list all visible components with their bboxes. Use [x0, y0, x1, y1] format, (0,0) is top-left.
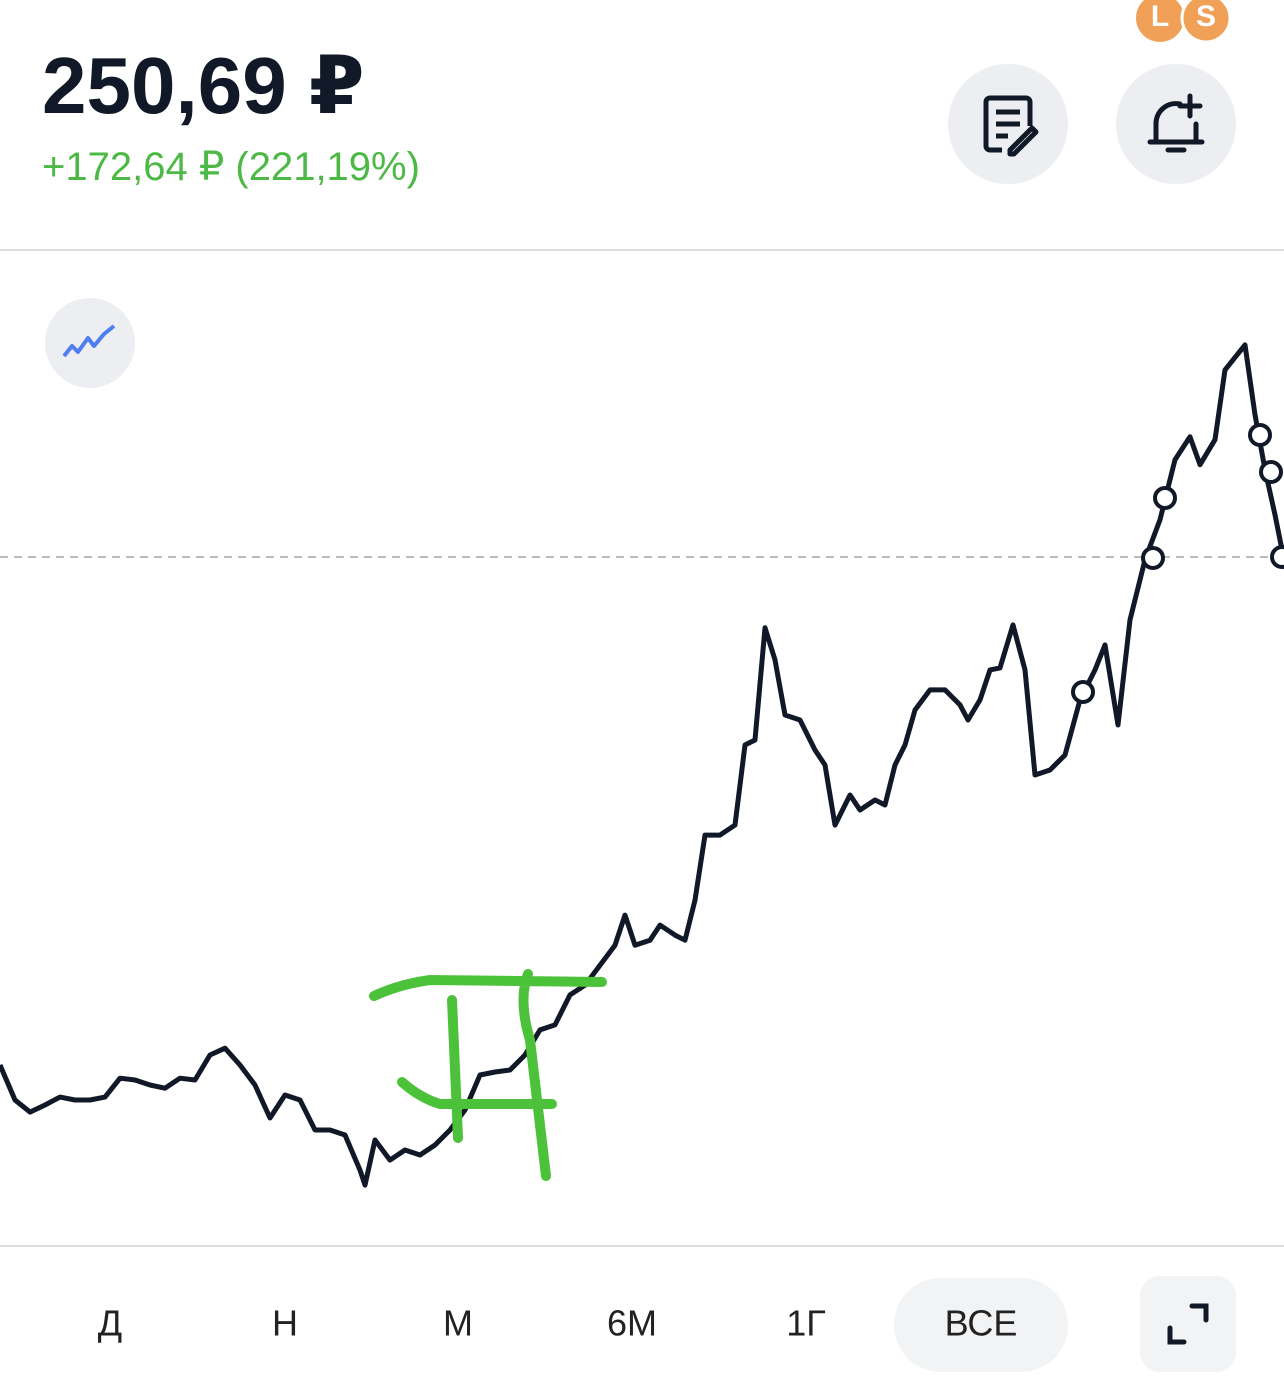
- marker: [1071, 680, 1095, 704]
- notes-icon: [983, 95, 1039, 157]
- tab[interactable]: 1Г: [786, 1303, 826, 1344]
- marker: [1270, 545, 1284, 569]
- hand-drawing: [369, 969, 607, 1181]
- tab[interactable]: 6М: [607, 1303, 657, 1344]
- fullscreen-icon: [1167, 1303, 1209, 1345]
- badge: [1136, 0, 1184, 42]
- price: 250,69 ₽: [42, 41, 365, 130]
- tab[interactable]: М: [443, 1303, 473, 1344]
- badge: [1180, 0, 1232, 44]
- marker: [1141, 546, 1165, 570]
- chart-type-button[interactable]: [45, 298, 135, 388]
- tab[interactable]: Н: [272, 1303, 298, 1344]
- tab-selected-bg: [894, 1278, 1068, 1372]
- marker: [1248, 423, 1272, 447]
- button-bg[interactable]: [1116, 64, 1236, 184]
- fullscreen-button[interactable]: [1140, 1276, 1236, 1372]
- bell-icon: [1147, 93, 1205, 153]
- plot: [0, 342, 1284, 1188]
- price-change: +172,64 ₽ (221,19%): [42, 145, 420, 189]
- marker: [1259, 460, 1283, 484]
- tab[interactable]: ВСЕ: [945, 1303, 1018, 1344]
- marker: [1153, 486, 1177, 510]
- price-line: [0, 342, 1284, 1188]
- badge-label: S: [1196, 0, 1216, 33]
- line-icon: [62, 324, 116, 358]
- tab[interactable]: Д: [98, 1303, 122, 1344]
- notes-button[interactable]: [948, 64, 1068, 184]
- tabs: Д Н М 6М 1Г ВСЕ: [98, 1303, 1018, 1344]
- trade-markers: [1071, 423, 1284, 704]
- alert-button[interactable]: [1116, 64, 1236, 184]
- badge-label: L: [1151, 0, 1169, 33]
